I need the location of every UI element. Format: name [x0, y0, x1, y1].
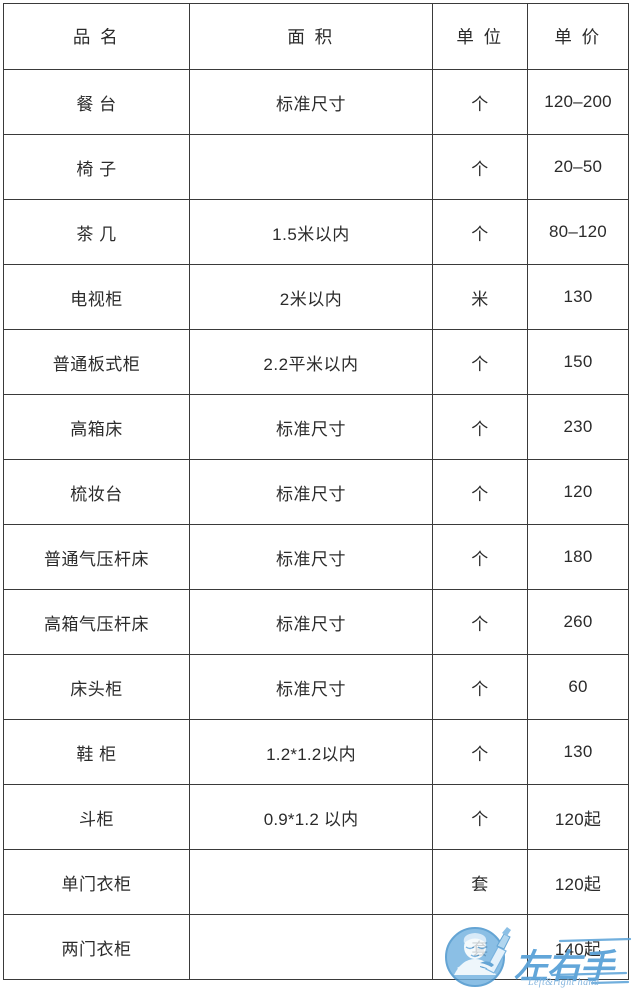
table-row: 椅 子 个 20–50	[3, 134, 629, 200]
column-header-area: 面 积	[189, 3, 433, 70]
cell-area	[189, 914, 433, 980]
cell-unit: 个	[432, 329, 528, 395]
cell-unit: 米	[432, 264, 528, 330]
table-row: 高箱气压杆床 标准尺寸 个 260	[3, 589, 629, 655]
cell-name: 椅 子	[3, 134, 190, 200]
cell-price: 120–200	[527, 69, 629, 135]
column-header-unit: 单 位	[432, 3, 528, 70]
cell-name: 普通板式柜	[3, 329, 190, 395]
table-header: 品 名 面 积 单 位 单 价	[3, 3, 629, 70]
cell-price: 230	[527, 394, 629, 460]
cell-price: 60	[527, 654, 629, 720]
cell-name: 单门衣柜	[3, 849, 190, 915]
table-row: 斗柜 0.9*1.2 以内 个 120起	[3, 784, 629, 850]
cell-price: 20–50	[527, 134, 629, 200]
table-row: 高箱床 标准尺寸 个 230	[3, 394, 629, 460]
cell-area: 标准尺寸	[189, 654, 433, 720]
cell-price: 120起	[527, 849, 629, 915]
table-row: 梳妆台 标准尺寸 个 120	[3, 459, 629, 525]
cell-unit: 个	[432, 719, 528, 785]
furniture-price-table: 品 名 面 积 单 位 单 价 餐 台 标准尺寸 个 120–200 椅 子 个…	[3, 3, 629, 980]
cell-price: 140起	[527, 914, 629, 980]
cell-price: 130	[527, 719, 629, 785]
table-row: 单门衣柜 套 120起	[3, 849, 629, 915]
table-row: 茶 几 1.5米以内 个 80–120	[3, 199, 629, 265]
cell-area: 标准尺寸	[189, 459, 433, 525]
cell-area: 标准尺寸	[189, 394, 433, 460]
cell-name: 电视柜	[3, 264, 190, 330]
table-row: 餐 台 标准尺寸 个 120–200	[3, 69, 629, 135]
cell-area: 1.2*1.2以内	[189, 719, 433, 785]
cell-unit: 个	[432, 199, 528, 265]
cell-unit: 个	[432, 134, 528, 200]
cell-name: 高箱床	[3, 394, 190, 460]
table-row: 床头柜 标准尺寸 个 60	[3, 654, 629, 720]
price-list-sheet: 品 名 面 积 单 位 单 价 餐 台 标准尺寸 个 120–200 椅 子 个…	[3, 3, 629, 980]
table-row: 电视柜 2米以内 米 130	[3, 264, 629, 330]
cell-unit: 套	[432, 849, 528, 915]
cell-name: 鞋 柜	[3, 719, 190, 785]
cell-unit: 个	[432, 524, 528, 590]
table-row: 两门衣柜 套 140起	[3, 914, 629, 980]
cell-name: 斗柜	[3, 784, 190, 850]
cell-price: 130	[527, 264, 629, 330]
cell-area: 0.9*1.2 以内	[189, 784, 433, 850]
cell-price: 260	[527, 589, 629, 655]
cell-name: 茶 几	[3, 199, 190, 265]
cell-name: 梳妆台	[3, 459, 190, 525]
column-header-price: 单 价	[527, 3, 629, 70]
table-row: 普通板式柜 2.2平米以内 个 150	[3, 329, 629, 395]
cell-name: 餐 台	[3, 69, 190, 135]
cell-price: 120	[527, 459, 629, 525]
cell-price: 120起	[527, 784, 629, 850]
cell-unit: 个	[432, 394, 528, 460]
table-row: 鞋 柜 1.2*1.2以内 个 130	[3, 719, 629, 785]
table-body: 餐 台 标准尺寸 个 120–200 椅 子 个 20–50 茶 几 1.5米以…	[3, 69, 629, 980]
cell-price: 150	[527, 329, 629, 395]
cell-area: 标准尺寸	[189, 524, 433, 590]
cell-unit: 个	[432, 69, 528, 135]
cell-area: 1.5米以内	[189, 199, 433, 265]
cell-name: 两门衣柜	[3, 914, 190, 980]
column-header-name: 品 名	[3, 3, 190, 70]
cell-unit: 套	[432, 914, 528, 980]
cell-area	[189, 134, 433, 200]
cell-unit: 个	[432, 654, 528, 720]
cell-unit: 个	[432, 589, 528, 655]
cell-name: 高箱气压杆床	[3, 589, 190, 655]
cell-price: 80–120	[527, 199, 629, 265]
cell-area: 标准尺寸	[189, 69, 433, 135]
cell-area	[189, 849, 433, 915]
cell-price: 180	[527, 524, 629, 590]
cell-unit: 个	[432, 784, 528, 850]
table-header-row: 品 名 面 积 单 位 单 价	[3, 3, 629, 70]
cell-area: 标准尺寸	[189, 589, 433, 655]
cell-name: 床头柜	[3, 654, 190, 720]
cell-unit: 个	[432, 459, 528, 525]
cell-area: 2米以内	[189, 264, 433, 330]
cell-area: 2.2平米以内	[189, 329, 433, 395]
cell-name: 普通气压杆床	[3, 524, 190, 590]
table-row: 普通气压杆床 标准尺寸 个 180	[3, 524, 629, 590]
